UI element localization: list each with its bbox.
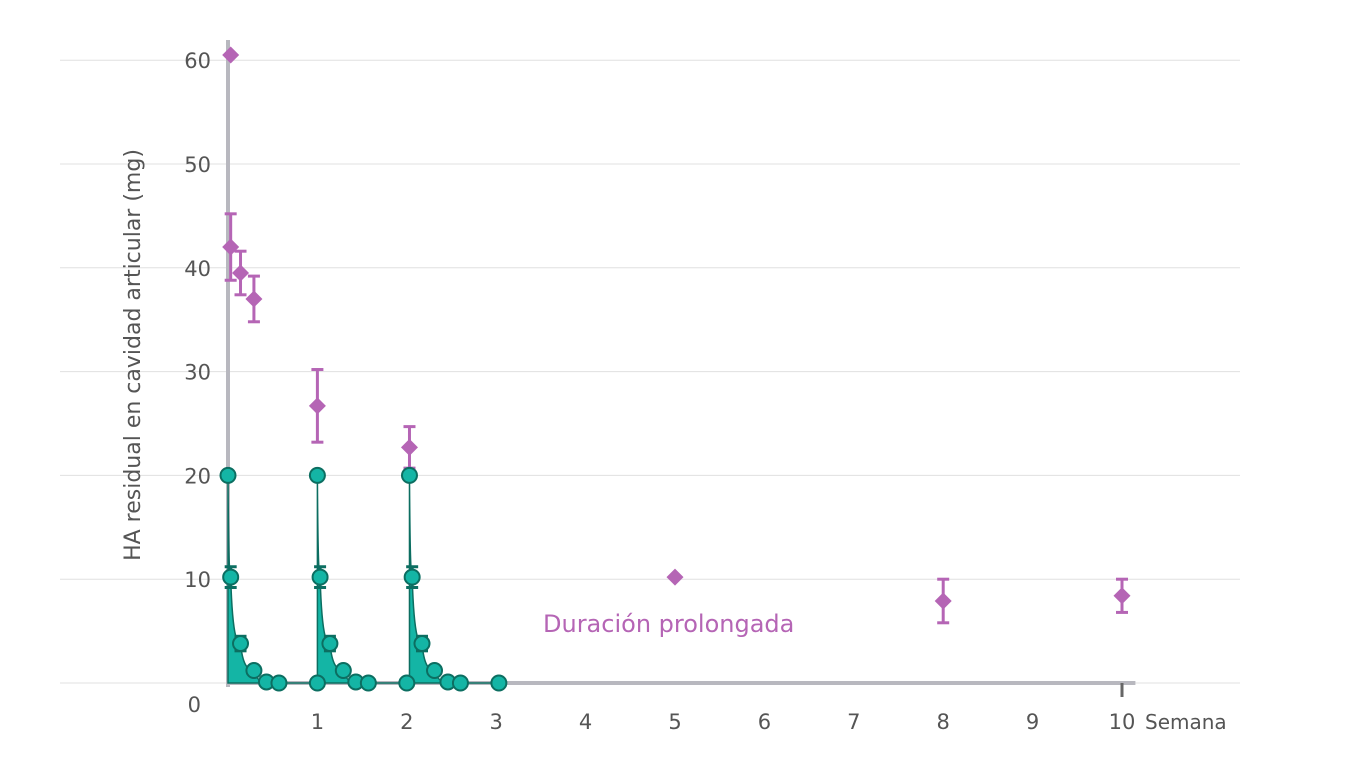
error-bars [224,212,1128,653]
short-duration-point [451,674,469,692]
short-duration-point [311,568,329,586]
short-duration-point [398,674,416,692]
y-tick-label-50: 50 [184,153,211,177]
prolonged-duration-point [245,290,263,308]
y-tick-label-40: 40 [184,257,211,281]
short-duration-point [334,662,352,680]
prolonged-duration-point [934,592,952,610]
prolonged-duration-point [1113,587,1131,605]
x-tick-label-1: 1 [311,710,324,734]
short-duration-point [219,466,237,484]
prolonged-duration-point [666,568,684,586]
short-duration-point [359,674,377,692]
gridlines [60,59,1240,684]
short-duration-point [222,568,240,586]
x-tick-label-7: 7 [847,710,860,734]
short-duration-point [232,635,250,653]
prolonged-duration-point [232,264,250,282]
short-duration-point [400,466,418,484]
x-tick-label-4: 4 [579,710,592,734]
x-tick-label-9: 9 [1026,710,1039,734]
y-tick-label-60: 60 [184,49,211,73]
x-tick-label-10: 10 [1109,710,1136,734]
short-duration-point [490,674,508,692]
x-axis-unit-label: Semana [1145,710,1227,734]
short-duration-point [403,568,421,586]
short-duration-point [308,674,326,692]
y-tick-label-10: 10 [184,568,211,592]
y-tick-label-0: 0 [188,693,201,717]
x-tick-label-2: 2 [400,710,413,734]
prolonged-duration-point [222,238,240,256]
x-tick-label-5: 5 [668,710,681,734]
prolonged-duration-point [308,397,326,415]
y-axis-title: HA residual en cavidad articular (mg) [121,149,146,561]
annotation-prolonged: Duración prolongada [543,610,794,638]
prolonged-duration-point [400,438,418,456]
y-tick-label-20: 20 [184,464,211,488]
short-duration-point [413,635,431,653]
short-duration-point [426,662,444,680]
y-tick-label-30: 30 [184,361,211,385]
x-tick-label-8: 8 [937,710,950,734]
x-tick-labels: 1 2 3 4 5 6 7 8 9 10 [311,710,1136,734]
prolonged-duration-point [222,46,240,64]
x-tick-label-3: 3 [490,710,503,734]
short-duration-point [270,674,288,692]
data-marks [219,46,1131,692]
short-duration-point [321,635,339,653]
short-duration-point [245,662,263,680]
short-duration-point [308,466,326,484]
x-tick-label-6: 6 [758,710,771,734]
y-tick-labels: 0 10 20 30 40 50 60 [184,49,211,717]
